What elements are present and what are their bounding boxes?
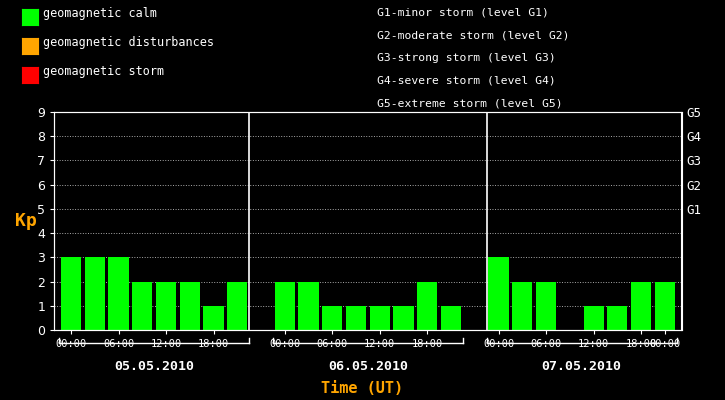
Bar bbox=[346, 306, 366, 330]
Text: geomagnetic calm: geomagnetic calm bbox=[43, 8, 157, 20]
Bar bbox=[655, 282, 675, 330]
Text: 07.05.2010: 07.05.2010 bbox=[542, 360, 622, 372]
Text: 05.05.2010: 05.05.2010 bbox=[114, 360, 194, 372]
Bar bbox=[204, 306, 223, 330]
Bar bbox=[489, 257, 509, 330]
Bar bbox=[584, 306, 604, 330]
Bar bbox=[536, 282, 556, 330]
Bar bbox=[322, 306, 342, 330]
Bar bbox=[441, 306, 461, 330]
Bar bbox=[61, 257, 81, 330]
Text: geomagnetic storm: geomagnetic storm bbox=[43, 65, 164, 78]
Text: G3-strong storm (level G3): G3-strong storm (level G3) bbox=[377, 53, 556, 63]
Bar bbox=[299, 282, 319, 330]
Bar bbox=[370, 306, 390, 330]
Bar bbox=[275, 282, 295, 330]
Bar bbox=[180, 282, 200, 330]
Text: 06.05.2010: 06.05.2010 bbox=[328, 360, 408, 372]
Bar bbox=[132, 282, 152, 330]
Bar bbox=[513, 282, 532, 330]
Y-axis label: Kp: Kp bbox=[15, 212, 37, 230]
Bar bbox=[85, 257, 105, 330]
Text: G2-moderate storm (level G2): G2-moderate storm (level G2) bbox=[377, 30, 570, 40]
Bar bbox=[631, 282, 651, 330]
Text: G4-severe storm (level G4): G4-severe storm (level G4) bbox=[377, 76, 556, 86]
Text: G5-extreme storm (level G5): G5-extreme storm (level G5) bbox=[377, 98, 563, 108]
Text: geomagnetic disturbances: geomagnetic disturbances bbox=[43, 36, 214, 49]
Bar bbox=[608, 306, 627, 330]
Text: Time (UT): Time (UT) bbox=[321, 381, 404, 396]
Bar bbox=[109, 257, 128, 330]
Bar bbox=[227, 282, 247, 330]
Bar bbox=[394, 306, 414, 330]
Bar bbox=[417, 282, 437, 330]
Text: G1-minor storm (level G1): G1-minor storm (level G1) bbox=[377, 7, 549, 17]
Bar bbox=[156, 282, 176, 330]
